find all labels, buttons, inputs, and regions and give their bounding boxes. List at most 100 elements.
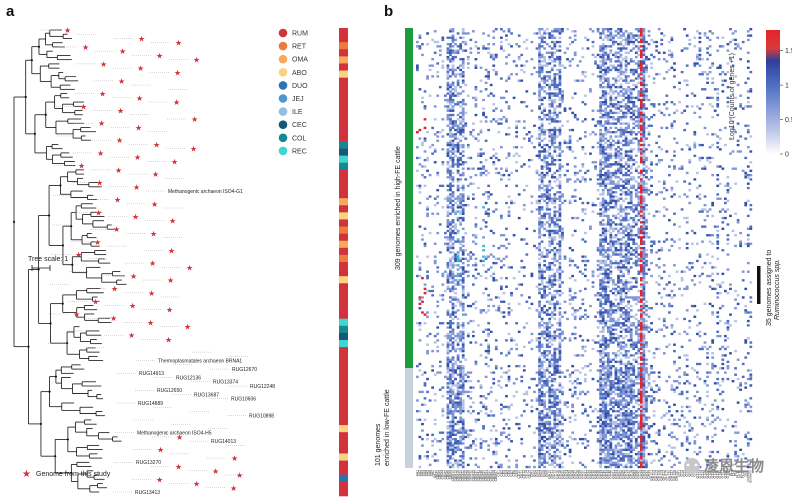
heatmap-cell [538,266,541,269]
heatmap-cell [540,317,544,321]
heatmap-cell [640,343,643,346]
heatmap-cell [662,352,666,355]
heatmap-cell [459,36,463,39]
heatmap-cell [461,163,465,166]
heatmap-cell [706,133,709,136]
heatmap-cell [446,313,450,316]
heatmap-cell [696,53,699,57]
star-icon: ★ [184,323,191,332]
heatmap-cell [507,352,511,355]
heatmap-cell [711,287,715,291]
heatmap-cell [622,139,625,142]
heatmap-cell [637,146,641,149]
heatmap-cell [558,285,562,288]
heatmap-cell [446,92,450,95]
heatmap-cell [553,309,557,312]
heatmap-cell [657,328,661,331]
heatmap-cell [612,34,615,37]
heatmap-cell [428,195,432,198]
heatmap-cell [637,337,641,340]
heatmap-cell [601,296,605,299]
heatmap-cell [456,146,460,149]
heatmap-cell [701,272,704,276]
heatmap-cell [629,100,633,104]
heatmap-cell [596,249,600,252]
heatmap-cell [464,124,468,127]
heatmap-cell [418,225,422,228]
heatmap-cell [624,47,628,50]
heatmap-cell [438,49,442,52]
heatmap-cell [612,90,615,93]
heatmap-cell [657,317,661,321]
heatmap-cell [558,354,562,357]
heatmap-cell [449,83,452,87]
heatmap-cell [566,120,569,123]
heatmap-cell [604,345,608,349]
heatmap-cell [459,360,463,364]
heatmap-cell [561,292,564,295]
heatmap-cell [451,242,455,245]
heatmap-cell [479,148,483,151]
heatmap-cell [601,32,605,35]
heatmap-cell [670,304,674,308]
heatmap-cell [721,90,725,93]
heatmap-cell [487,294,491,297]
heatmap-cell [642,328,646,331]
heatmap-cell [484,158,488,162]
heatmap-cell [538,135,541,138]
heatmap-cell [662,319,666,323]
heatmap-cell [418,307,422,310]
heatmap-cell [711,341,715,344]
heatmap-cell [637,126,641,130]
heatmap-cell [538,143,541,147]
heatmap-cell [505,34,508,37]
heatmap-cell [571,249,575,252]
heatmap-cell [657,51,661,54]
heatmap-cell [548,131,552,134]
heatmap-cell [446,163,450,166]
heatmap-cell [617,100,620,104]
heatmap-cell [662,304,666,308]
heatmap-cell [673,85,676,89]
heatmap-cell [540,146,544,149]
heatmap-cell [599,259,603,263]
heatmap-cell [632,60,636,63]
heatmap-cell [629,362,633,366]
heatmap-cell [596,268,600,271]
heatmap-cell [494,279,498,282]
heatmap-cell [459,283,463,286]
strip-cell [339,403,348,412]
heatmap-cell [548,364,552,368]
heatmap-cell [749,135,753,138]
heatmap-cell [553,158,557,162]
heatmap-cell [461,150,465,153]
star-icon: ★ [175,39,182,48]
heatmap-cell [479,167,483,170]
heatmap-cell [538,186,541,190]
heatmap-cell [736,358,740,361]
heatmap-cell [642,62,646,65]
heatmap-cell [614,339,618,342]
heatmap-cell [612,105,615,108]
star-icon: ★ [174,68,181,77]
heatmap-cell [492,36,496,39]
heatmap-cell [606,326,610,329]
heatmap-cell [734,307,737,310]
heatmap-cell [604,94,608,97]
heatmap-cell [599,238,603,241]
heatmap-cell [538,116,541,119]
star-icon: ★ [135,123,142,132]
heatmap-cell [634,242,638,245]
heatmap-cell [744,204,748,207]
heatmap-cell [581,339,585,342]
heatmap-cell [568,259,572,263]
heatmap-cell [416,66,419,69]
heatmap-cell [670,324,674,327]
heatmap-cell [591,40,595,44]
heatmap-cell [441,118,445,121]
heatmap-cell [451,322,455,325]
heatmap-cell [563,173,567,177]
heatmap-cell [561,64,564,67]
heatmap-cell [601,154,605,157]
heatmap-cell [446,113,450,117]
